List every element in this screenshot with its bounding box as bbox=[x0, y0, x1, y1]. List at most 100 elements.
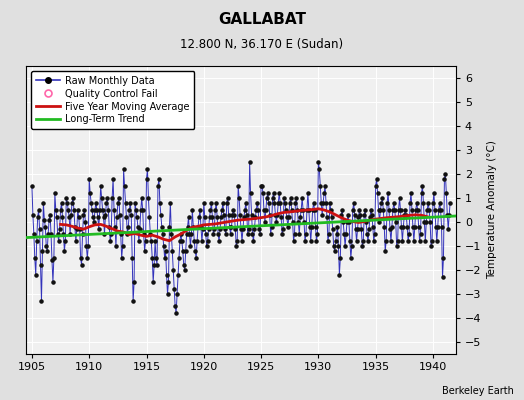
Point bbox=[137, 195, 146, 201]
Point bbox=[109, 176, 117, 182]
Point bbox=[137, 207, 145, 213]
Point bbox=[154, 183, 162, 189]
Point bbox=[28, 183, 36, 189]
Point bbox=[251, 214, 259, 220]
Point bbox=[338, 207, 346, 213]
Point bbox=[90, 219, 98, 225]
Point bbox=[225, 224, 234, 230]
Point bbox=[178, 238, 186, 244]
Point bbox=[66, 231, 74, 237]
Point bbox=[31, 272, 40, 278]
Point bbox=[291, 200, 300, 206]
Point bbox=[401, 207, 409, 213]
Point bbox=[104, 207, 113, 213]
Point bbox=[267, 224, 276, 230]
Point bbox=[206, 207, 215, 213]
Point bbox=[440, 176, 449, 182]
Point bbox=[87, 200, 95, 206]
Point bbox=[161, 248, 170, 254]
Point bbox=[238, 238, 246, 244]
Point bbox=[212, 200, 221, 206]
Point bbox=[278, 231, 286, 237]
Point bbox=[239, 214, 248, 220]
Point bbox=[404, 238, 412, 244]
Point bbox=[56, 226, 64, 232]
Point bbox=[309, 200, 318, 206]
Point bbox=[47, 231, 55, 237]
Point bbox=[188, 207, 196, 213]
Point bbox=[248, 231, 257, 237]
Point bbox=[119, 166, 128, 172]
Point bbox=[231, 226, 239, 232]
Point bbox=[112, 243, 120, 249]
Point bbox=[387, 238, 395, 244]
Point bbox=[79, 231, 87, 237]
Point bbox=[209, 231, 217, 237]
Point bbox=[122, 200, 130, 206]
Point bbox=[402, 212, 410, 218]
Point bbox=[298, 195, 307, 201]
Point bbox=[365, 226, 373, 232]
Point bbox=[376, 207, 385, 213]
Point bbox=[134, 224, 142, 230]
Point bbox=[40, 216, 49, 223]
Point bbox=[384, 190, 392, 196]
Point bbox=[196, 207, 204, 213]
Point bbox=[172, 310, 180, 316]
Point bbox=[39, 200, 48, 206]
Point bbox=[430, 190, 438, 196]
Point bbox=[187, 231, 195, 237]
Point bbox=[113, 214, 121, 220]
Point bbox=[182, 231, 191, 237]
Point bbox=[227, 224, 236, 230]
Point bbox=[173, 291, 181, 297]
Point bbox=[94, 214, 102, 220]
Point bbox=[423, 207, 431, 213]
Point bbox=[135, 238, 143, 244]
Point bbox=[234, 183, 243, 189]
Point bbox=[352, 238, 361, 244]
Point bbox=[321, 183, 329, 189]
Point bbox=[199, 226, 207, 232]
Point bbox=[351, 212, 359, 218]
Point bbox=[80, 207, 89, 213]
Point bbox=[438, 274, 446, 280]
Point bbox=[92, 200, 100, 206]
Point bbox=[242, 200, 250, 206]
Point bbox=[220, 212, 228, 218]
Point bbox=[170, 286, 178, 292]
Point bbox=[235, 195, 243, 201]
Point bbox=[314, 159, 323, 165]
Point bbox=[174, 272, 182, 278]
Point bbox=[196, 224, 205, 230]
Point bbox=[276, 200, 285, 206]
Point bbox=[160, 255, 169, 261]
Point bbox=[203, 238, 212, 244]
Point bbox=[83, 255, 92, 261]
Point bbox=[38, 248, 47, 254]
Legend: Raw Monthly Data, Quality Control Fail, Five Year Moving Average, Long-Term Tren: Raw Monthly Data, Quality Control Fail, … bbox=[31, 71, 194, 129]
Point bbox=[162, 272, 171, 278]
Point bbox=[138, 207, 147, 213]
Point bbox=[344, 212, 352, 218]
Point bbox=[163, 291, 172, 297]
Point bbox=[151, 238, 159, 244]
Point bbox=[155, 176, 163, 182]
Point bbox=[117, 255, 126, 261]
Point bbox=[107, 231, 115, 237]
Point bbox=[285, 214, 293, 220]
Point bbox=[305, 224, 314, 230]
Point bbox=[390, 200, 398, 206]
Point bbox=[319, 200, 328, 206]
Point bbox=[73, 207, 82, 213]
Point bbox=[320, 190, 329, 196]
Point bbox=[131, 200, 139, 206]
Point bbox=[91, 207, 99, 213]
Point bbox=[446, 200, 454, 206]
Point bbox=[64, 207, 72, 213]
Point bbox=[271, 212, 280, 218]
Point bbox=[226, 231, 235, 237]
Point bbox=[236, 212, 244, 218]
Point bbox=[283, 224, 292, 230]
Point bbox=[36, 262, 45, 268]
